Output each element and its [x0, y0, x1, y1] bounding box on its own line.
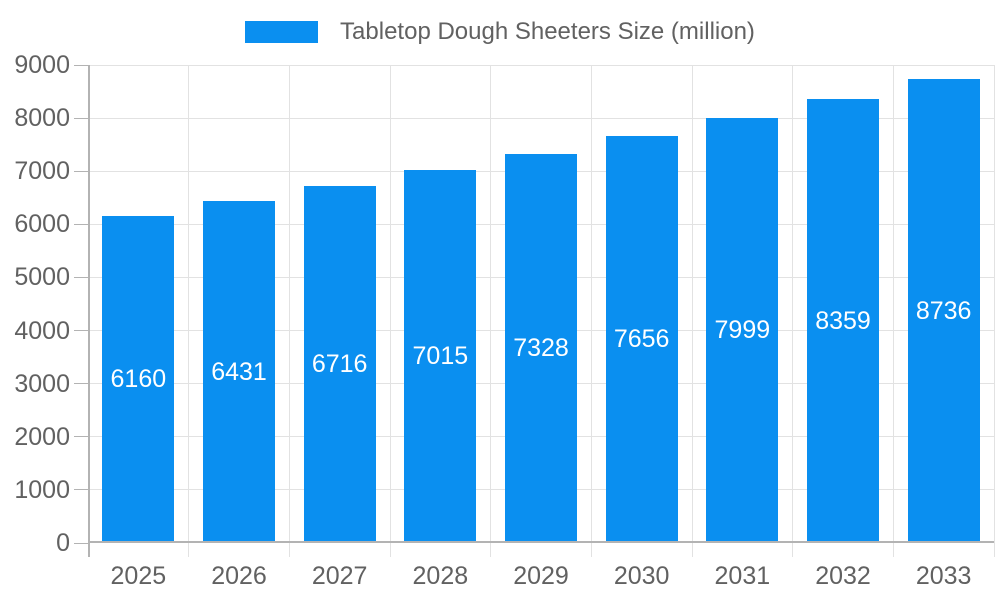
bar-value-label: 6431 — [211, 357, 267, 386]
bar: 8736 — [907, 79, 980, 543]
y-axis-line — [88, 65, 90, 557]
y-tick — [74, 436, 88, 438]
x-gridline — [389, 65, 391, 557]
bar: 8359 — [807, 99, 879, 543]
bar-value-label: 7656 — [613, 325, 670, 354]
bar-value-label: 7999 — [714, 316, 771, 345]
bar-value-label: 8736 — [915, 296, 972, 325]
x-gridline — [691, 65, 693, 557]
y-tick — [74, 223, 88, 225]
bar: 6160 — [102, 215, 175, 543]
x-axis-label: 2031 — [714, 562, 771, 590]
bar-value-label: 7328 — [513, 333, 569, 362]
y-gridline — [88, 117, 994, 119]
bar-value-label: 6160 — [110, 364, 167, 393]
y-axis-label: 6000 — [14, 210, 70, 239]
y-axis-label: 8000 — [14, 104, 70, 133]
y-axis-label: 0 — [56, 529, 70, 557]
y-axis-label: 3000 — [14, 369, 70, 398]
x-axis-label: 2032 — [815, 562, 871, 590]
y-axis-label: 5000 — [14, 263, 70, 292]
y-axis-label: 7000 — [14, 157, 70, 186]
x-gridline — [792, 65, 794, 557]
bar: 7656 — [605, 136, 678, 543]
bar: 7015 — [404, 170, 477, 543]
y-tick — [74, 117, 88, 119]
y-axis-label: 4000 — [14, 316, 70, 345]
bar: 6431 — [203, 201, 275, 543]
bar-value-label: 6716 — [311, 350, 368, 379]
legend-swatch — [245, 21, 319, 43]
y-tick — [74, 170, 88, 172]
x-gridline — [892, 65, 894, 557]
x-gridline — [490, 65, 492, 557]
y-tick — [74, 383, 88, 385]
x-axis-label: 2033 — [915, 562, 972, 590]
x-axis-label: 2028 — [412, 562, 469, 590]
x-axis-label: 2027 — [311, 562, 368, 590]
y-tick — [74, 489, 88, 491]
bar: 7999 — [706, 118, 779, 543]
bar: 6716 — [303, 186, 376, 543]
y-tick — [74, 64, 88, 66]
y-tick — [74, 542, 88, 544]
plot-area: 0 1000 2000 3000 4000 5000 6000 7000 8000 9000 616… — [14, 51, 995, 590]
chart-legend: Tabletop Dough Sheeters Size (million) — [0, 18, 1000, 46]
x-gridline — [188, 65, 190, 557]
x-axis-label: 2029 — [513, 562, 569, 590]
bar: 7328 — [505, 153, 577, 543]
y-tick — [74, 276, 88, 278]
y-axis-label: 1000 — [14, 475, 70, 504]
x-axis-label: 2026 — [211, 562, 267, 590]
x-axis-label: 2030 — [613, 562, 670, 590]
y-axis-label: 2000 — [14, 422, 70, 451]
x-gridline — [288, 65, 290, 557]
bar-value-label: 7015 — [412, 342, 469, 371]
y-gridline — [88, 64, 994, 66]
y-tick — [74, 330, 88, 332]
bar-value-label: 8359 — [815, 306, 871, 335]
x-axis-label: 2025 — [110, 562, 167, 590]
x-axis-line — [88, 541, 994, 543]
y-axis-label: 9000 — [14, 51, 70, 79]
x-gridline — [590, 65, 592, 557]
legend-label: Tabletop Dough Sheeters Size (million) — [340, 18, 755, 45]
x-gridline — [993, 65, 995, 557]
